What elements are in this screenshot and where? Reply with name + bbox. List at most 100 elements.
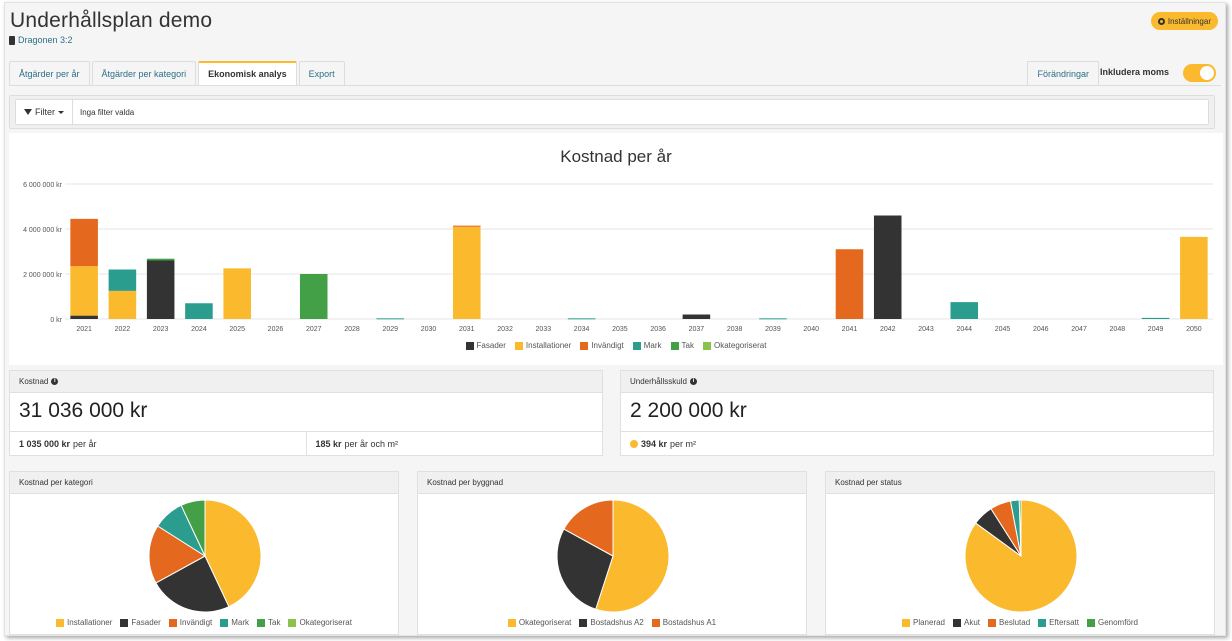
tab-ekonomisk-analys[interactable]: Ekonomisk analys bbox=[198, 61, 297, 85]
x-tick-label: 2038 bbox=[727, 326, 743, 333]
legend-label: Invändigt bbox=[179, 618, 213, 627]
bar-segment[interactable] bbox=[70, 266, 98, 316]
pie-slice[interactable] bbox=[155, 555, 230, 613]
bar-segment[interactable] bbox=[950, 302, 979, 319]
y-tick-label: 0 kr bbox=[50, 317, 62, 324]
pie-legend-item[interactable]: Beslutad bbox=[988, 618, 1030, 627]
legend-label: Akut bbox=[964, 618, 981, 627]
legend-swatch bbox=[901, 618, 910, 627]
bar-segment[interactable] bbox=[376, 318, 405, 320]
total-cost-value: 31 036 000 kr bbox=[19, 399, 148, 422]
pie-slice[interactable] bbox=[595, 499, 670, 613]
x-tick-label: 2035 bbox=[612, 326, 628, 333]
pie-legend-item[interactable]: Mark bbox=[220, 618, 249, 627]
tab-atgarder-per-kategori[interactable]: Åtgärder per kategori bbox=[91, 61, 197, 85]
legend-swatch bbox=[651, 618, 660, 627]
page-title: Underhållsplan demo bbox=[10, 9, 213, 32]
x-tick-label: 2026 bbox=[268, 326, 284, 333]
filter-button-label: Filter bbox=[35, 107, 55, 117]
x-tick-label: 2046 bbox=[1033, 326, 1049, 333]
legend-label: Fasader bbox=[131, 618, 161, 627]
legend-swatch bbox=[1038, 618, 1047, 627]
pie-slice[interactable] bbox=[1018, 499, 1022, 557]
property-name[interactable]: Dragonen 3:2 bbox=[18, 35, 73, 45]
x-tick-label: 2045 bbox=[995, 326, 1011, 333]
bar-segment[interactable] bbox=[299, 274, 328, 319]
bar-segment[interactable] bbox=[1141, 317, 1170, 319]
app-frame: Underhållsplan demo Dragonen 3:2 Inställ… bbox=[4, 2, 1226, 636]
legend-swatch bbox=[220, 618, 229, 627]
pie-card-header: Kostnad per kategori bbox=[10, 472, 398, 494]
bar-segment[interactable] bbox=[759, 318, 787, 320]
x-tick-label: 2034 bbox=[574, 326, 590, 333]
bar-segment[interactable] bbox=[146, 258, 175, 261]
bar-segment[interactable] bbox=[185, 303, 213, 319]
bar-segment[interactable] bbox=[70, 315, 98, 319]
x-tick-label: 2031 bbox=[459, 326, 475, 333]
pie-legend-item[interactable]: Bostadshus A2 bbox=[579, 618, 644, 627]
pie-legend-item[interactable]: Akut bbox=[953, 618, 980, 627]
legend-item[interactable]: Fasader bbox=[465, 341, 506, 350]
legend-label: Eftersatt bbox=[1049, 618, 1079, 627]
vat-toggle[interactable] bbox=[1183, 64, 1216, 82]
bar-segment[interactable] bbox=[567, 318, 596, 320]
bar-segment[interactable] bbox=[146, 260, 175, 320]
bar-segment[interactable] bbox=[453, 226, 481, 319]
x-tick-label: 2022 bbox=[115, 326, 131, 333]
property-link[interactable]: Dragonen 3:2 bbox=[9, 35, 73, 45]
legend-item[interactable]: Installationer bbox=[514, 341, 571, 350]
bar-segment[interactable] bbox=[453, 225, 481, 227]
pie-slice[interactable] bbox=[148, 525, 206, 584]
legend-item[interactable]: Invändigt bbox=[580, 341, 624, 350]
pie-legend-item[interactable]: Installationer bbox=[56, 618, 112, 627]
changes-button[interactable]: Förändringar bbox=[1027, 61, 1099, 85]
pie-slice[interactable] bbox=[563, 499, 614, 557]
bar-segment[interactable] bbox=[70, 218, 98, 267]
legend-swatch bbox=[168, 618, 177, 627]
legend-swatch bbox=[579, 618, 588, 627]
info-icon[interactable]: i bbox=[51, 378, 59, 385]
bar-segment[interactable] bbox=[1180, 236, 1208, 319]
tab-atgarder-per-ar[interactable]: Åtgärder per år bbox=[9, 61, 90, 85]
pie-legend-item[interactable]: Genomförd bbox=[1086, 618, 1138, 627]
bar-segment[interactable] bbox=[108, 290, 137, 319]
pie-legend-item[interactable]: Eftersatt bbox=[1038, 618, 1079, 627]
bar-segment[interactable] bbox=[682, 314, 711, 320]
pie-chart-byggnad bbox=[556, 499, 670, 613]
pie-chart-status bbox=[964, 499, 1078, 613]
pie-legend-item[interactable]: Invändigt bbox=[168, 618, 213, 627]
pie-legend-item[interactable]: Okategoriserat bbox=[288, 618, 352, 627]
bar-segment[interactable] bbox=[223, 268, 251, 319]
pie-chart-kategori bbox=[148, 499, 262, 613]
filter-button[interactable]: Filter bbox=[16, 100, 73, 124]
pie-slice[interactable] bbox=[180, 499, 206, 557]
pie-slice[interactable] bbox=[204, 499, 262, 608]
bar-segment[interactable] bbox=[108, 269, 137, 291]
bar-segment[interactable] bbox=[835, 249, 864, 319]
pie-legend-item[interactable]: Okategoriserat bbox=[507, 618, 571, 627]
tab-bar: Åtgärder per år Åtgärder per kategori Ek… bbox=[9, 61, 345, 85]
cost-card: Kostnad i 31 036 000 kr 1 035 000 kr per… bbox=[9, 370, 603, 456]
pie-legend-item[interactable]: Planerad bbox=[901, 618, 945, 627]
legend-item[interactable]: Okategoriserat bbox=[702, 341, 766, 350]
legend-label: Tak bbox=[268, 618, 281, 627]
building-icon bbox=[9, 35, 15, 45]
legend-label: Bostadshus A1 bbox=[662, 618, 717, 627]
legend-swatch bbox=[670, 341, 679, 350]
legend-item[interactable]: Mark bbox=[632, 341, 662, 350]
settings-label: Inställningar bbox=[1167, 16, 1211, 26]
pie-legend-item[interactable]: Fasader bbox=[120, 618, 161, 627]
x-tick-label: 2039 bbox=[765, 326, 781, 333]
tab-export[interactable]: Export bbox=[298, 61, 345, 85]
legend-item[interactable]: Tak bbox=[670, 341, 694, 350]
settings-button[interactable]: Inställningar bbox=[1150, 12, 1218, 30]
legend-swatch bbox=[632, 341, 641, 350]
bar-segment[interactable] bbox=[873, 215, 902, 320]
info-icon[interactable]: i bbox=[689, 378, 697, 385]
cost-per-sqm-value: 185 kr bbox=[315, 438, 342, 449]
pie-slice[interactable] bbox=[556, 528, 614, 610]
cost-per-year-chart: Kostnad per år 0 kr 2 000 000 kr 4 000 000… bbox=[9, 133, 1223, 365]
pie-legend-item[interactable]: Tak bbox=[257, 618, 280, 627]
pie-legend-item[interactable]: Bostadshus A1 bbox=[651, 618, 717, 627]
x-tick-label: 2040 bbox=[803, 326, 819, 333]
